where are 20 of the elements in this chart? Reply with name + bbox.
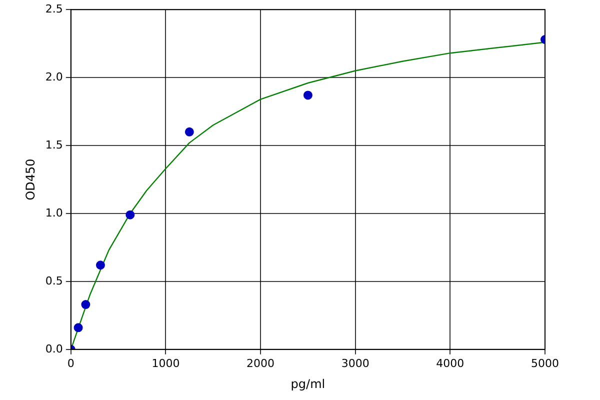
y-tick-label: 2.5 [45,2,63,16]
y-axis-title: OD450 [23,158,38,200]
y-tick-label: 1.0 [45,206,63,220]
y-tick-label: 1.5 [45,138,63,152]
point [184,127,194,136]
y-tick-label: 0.5 [45,274,63,288]
x-tick-label: 0 [67,356,74,370]
x-tick-label: 1000 [152,356,180,370]
x-tick-label: 5000 [531,356,559,370]
point [126,210,135,220]
x-tick-label: 2000 [246,356,275,370]
point [81,300,90,310]
point [96,260,105,270]
x-axis-title: pg/ml [290,376,326,391]
y-tick-label: 2.0 [45,70,63,84]
x-tick-label: 3000 [341,356,370,370]
y-tick-label: 0.0 [45,342,63,356]
point [74,323,83,332]
x-tick-label: 4000 [436,356,464,370]
point [303,90,312,100]
